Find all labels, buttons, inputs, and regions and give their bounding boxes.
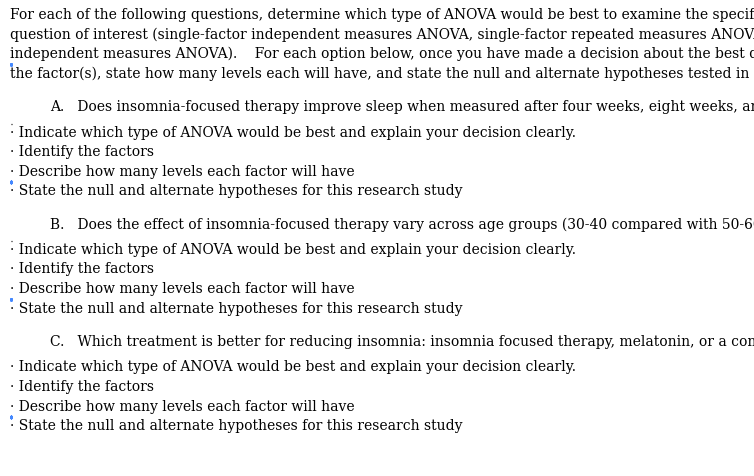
Text: · State the null and alternate hypotheses for this research study: · State the null and alternate hypothese…	[10, 184, 462, 198]
Text: · Indicate which type of ANOVA would be best and explain your decision clearly.: · Indicate which type of ANOVA would be …	[10, 242, 576, 257]
Text: · Identify the factors: · Identify the factors	[10, 145, 154, 159]
Text: B.   Does the effect of insomnia-focused therapy vary across age groups (30-40 c: B. Does the effect of insomnia-focused t…	[50, 217, 754, 231]
Text: · Identify the factors: · Identify the factors	[10, 262, 154, 276]
Text: For each of the following questions, determine which type of ANOVA would be best: For each of the following questions, det…	[10, 8, 754, 22]
Text: independent measures ANOVA).    For each option below, once you have made a deci: independent measures ANOVA). For each op…	[10, 47, 754, 61]
Text: · State the null and alternate hypotheses for this research study: · State the null and alternate hypothese…	[10, 418, 462, 432]
Text: · Indicate which type of ANOVA would be best and explain your decision clearly.: · Indicate which type of ANOVA would be …	[10, 360, 576, 374]
Text: · Identify the factors: · Identify the factors	[10, 379, 154, 393]
Text: question of interest (single-factor independent measures ANOVA, single-factor re: question of interest (single-factor inde…	[10, 28, 754, 42]
Text: C.   Which treatment is better for reducing insomnia: insomnia focused therapy, : C. Which treatment is better for reducin…	[50, 334, 754, 348]
Text: · State the null and alternate hypotheses for this research study: · State the null and alternate hypothese…	[10, 301, 462, 315]
Text: · Describe how many levels each factor will have: · Describe how many levels each factor w…	[10, 164, 354, 178]
Text: · Indicate which type of ANOVA would be best and explain your decision clearly.: · Indicate which type of ANOVA would be …	[10, 125, 576, 139]
Text: · Describe how many levels each factor will have: · Describe how many levels each factor w…	[10, 281, 354, 296]
Text: · Describe how many levels each factor will have: · Describe how many levels each factor w…	[10, 399, 354, 413]
Text: the factor(s), state how many levels each will have, and state the null and alte: the factor(s), state how many levels eac…	[10, 66, 754, 81]
Text: A.   Does insomnia-focused therapy improve sleep when measured after four weeks,: A. Does insomnia-focused therapy improve…	[50, 100, 754, 114]
